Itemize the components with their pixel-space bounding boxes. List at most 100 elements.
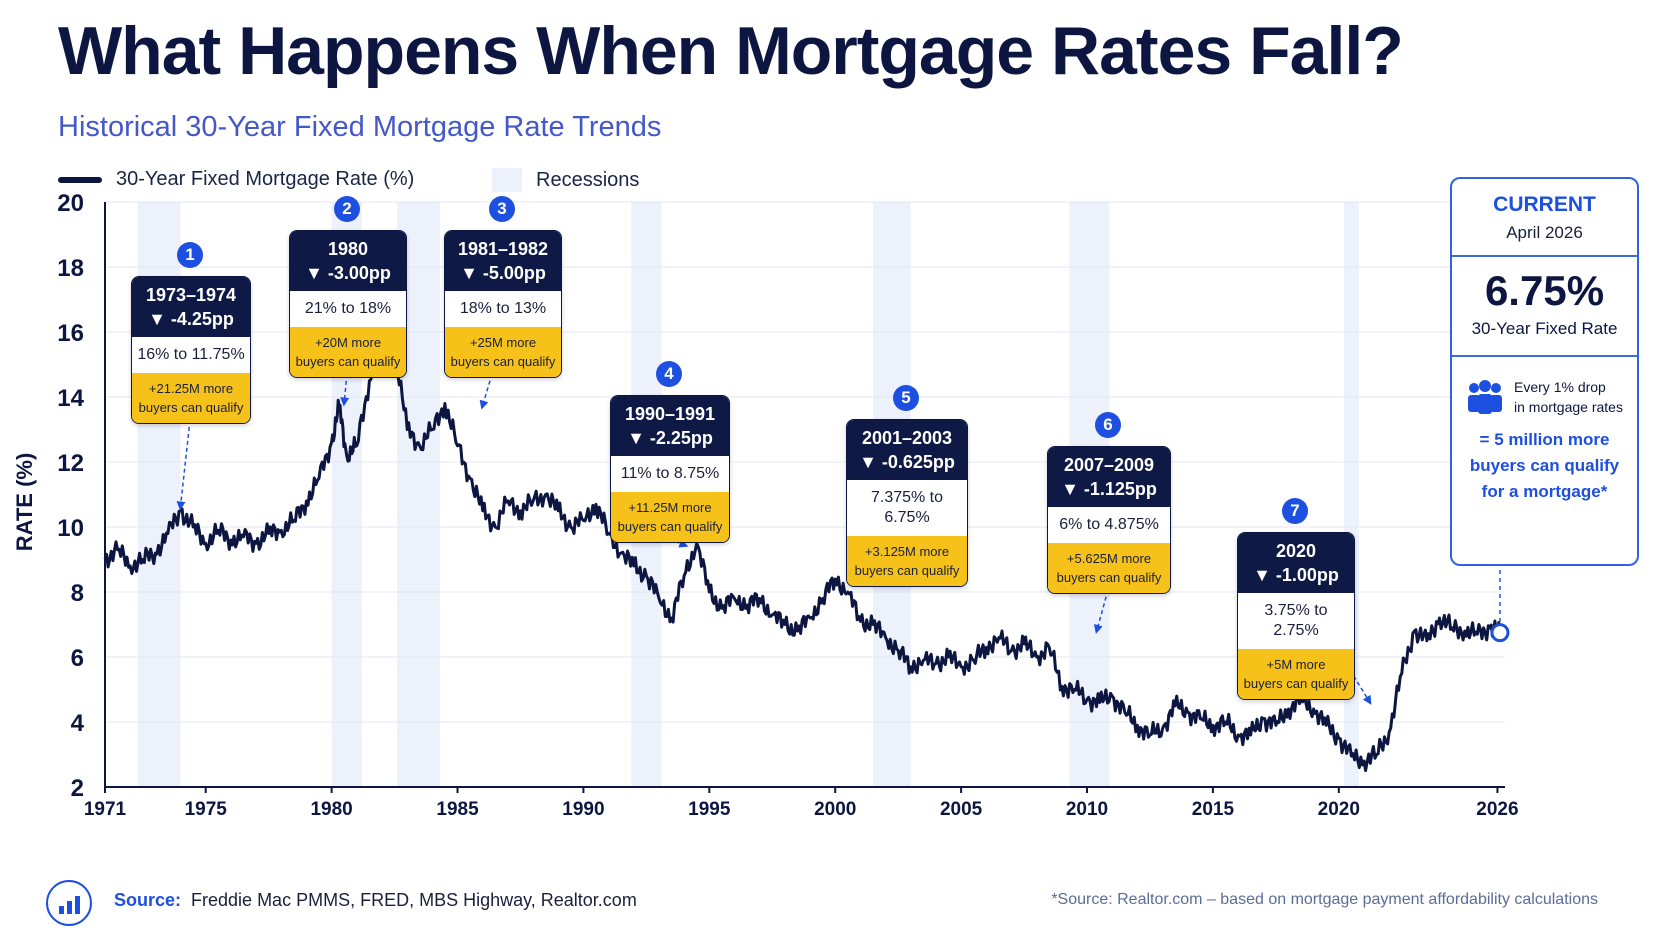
people-icon — [1468, 380, 1503, 414]
chart-logo-icon — [46, 880, 92, 926]
callout-range: 16% to 11.75% — [132, 337, 250, 373]
legend-line-label: 30-Year Fixed Mortgage Rate (%) — [116, 168, 415, 190]
y-tick-label: 2 — [71, 775, 84, 802]
current-note-line2: in mortgage rates — [1514, 399, 1623, 415]
legend-recession-swatch — [492, 168, 522, 192]
callout-header-text: 2020 — [1275, 541, 1317, 561]
y-tick-label: 12 — [57, 450, 84, 477]
callout-impact: +11.25M more buyers can qualify — [611, 492, 729, 542]
callout-impact: +21.25M more buyers can qualify — [132, 373, 250, 423]
callout-range: 7.375% to 6.75% — [847, 480, 967, 536]
callout-header: 1981–1982 ▼ -5.00pp — [445, 231, 561, 291]
source-text: Freddie Mac PMMS, FRED, MBS Highway, Rea… — [191, 890, 637, 910]
x-tick-label: 2020 — [1318, 799, 1360, 820]
callout-impact-text: buyers can qualify — [617, 519, 723, 534]
callout-impact-text: +11.25M more — [628, 500, 712, 515]
x-tick-label: 2005 — [940, 799, 983, 820]
x-tick-label: 1980 — [310, 799, 352, 820]
callout-impact-text: buyers can qualify — [1243, 676, 1349, 691]
callout-header-text: ▼ -4.25pp — [148, 309, 234, 329]
callout-header: 1990–1991 ▼ -2.25pp — [611, 396, 729, 456]
callout-3: 1981–1982 ▼ -5.00pp 18% to 13% +25M more buy… — [444, 230, 562, 378]
current-emphasis-line1: = 5 million more — [1479, 430, 1610, 449]
callout-header-text: ▼ -1.125pp — [1061, 479, 1157, 499]
callout-header-text: ▼ -1.00pp — [1253, 565, 1339, 585]
callout-impact-text: +20M more — [314, 335, 382, 350]
callout-header: 1980 ▼ -3.00pp — [290, 231, 406, 291]
y-tick-label: 10 — [57, 515, 84, 542]
annotation-arrow-2 — [340, 373, 350, 407]
current-divider-2 — [1452, 355, 1637, 357]
current-note-text: Every 1% drop in mortgage rates — [1514, 377, 1623, 417]
callout-impact: +20M more buyers can qualify — [290, 327, 406, 377]
x-tick-label: 2010 — [1066, 799, 1108, 820]
callout-range-text: 21% to 18% — [304, 300, 392, 317]
callout-1: 1973–1974 ▼ -4.25pp 16% to 11.75% +21.25M m… — [131, 276, 251, 424]
x-tick-label: 2015 — [1192, 799, 1235, 820]
callout-range: 21% to 18% — [290, 291, 406, 327]
x-tick-label: 1975 — [185, 799, 228, 820]
annotation-arrow-3 — [479, 373, 493, 410]
current-note: Every 1% drop in mortgage rates — [1452, 377, 1637, 417]
callout-range-text: 7.375% to 6.75% — [870, 489, 944, 526]
callout-impact: +25M more buyers can qualify — [445, 327, 561, 377]
callout-number-badge: 3 — [489, 196, 515, 222]
callout-impact-text: buyers can qualify — [295, 354, 401, 369]
current-divider — [1452, 255, 1637, 257]
current-note-line1: Every 1% drop — [1514, 379, 1606, 395]
legend-recession-label: Recessions — [536, 168, 640, 191]
callout-impact-text: buyers can qualify — [854, 563, 960, 578]
legend-recessions: Recessions — [492, 168, 639, 192]
current-rate-box: CURRENT April 2026 6.75% 30-Year Fixed R… — [1450, 177, 1639, 566]
callout-header-text: 1990–1991 — [624, 404, 716, 424]
callout-impact-text: +3.125M more — [864, 544, 950, 559]
current-title: CURRENT — [1493, 193, 1596, 216]
callout-header-text: 1981–1982 — [457, 239, 549, 259]
callout-range-text: 6% to 4.875% — [1059, 516, 1159, 533]
callout-header-text: 2007–2009 — [1063, 455, 1155, 475]
y-tick-label: 4 — [71, 710, 85, 737]
callout-impact-text: +5.625M more — [1066, 551, 1152, 566]
callout-number-badge: 7 — [1282, 498, 1308, 524]
callout-header: 2001–2003 ▼ -0.625pp — [847, 420, 967, 480]
callout-range-text: 3.75% to 2.75% — [1264, 602, 1328, 639]
callout-impact-text: +21.25M more — [148, 381, 234, 396]
chart-title: What Happens When Mortgage Rates Fall? — [58, 13, 1404, 89]
callout-impact-text: buyers can qualify — [450, 354, 556, 369]
callout-2: 1980 ▼ -3.00pp 21% to 18% +20M more buyers c… — [289, 230, 407, 378]
rate-series — [103, 300, 1510, 772]
annotation-arrow-7 — [1349, 669, 1372, 705]
y-tick-label: 6 — [71, 645, 84, 672]
current-date: April 2026 — [1506, 223, 1583, 242]
callout-header-text: ▼ -5.00pp — [460, 263, 546, 283]
callout-range: 6% to 4.875% — [1048, 507, 1170, 543]
source-label: Source: — [114, 890, 182, 910]
callout-header-text: ▼ -2.25pp — [627, 428, 713, 448]
current-emphasis-line3: for a mortgage* — [1481, 482, 1608, 501]
callout-impact-text: +5M more — [1266, 657, 1326, 672]
callout-6: 2007–2009 ▼ -1.125pp 6% to 4.875% +5.625M m… — [1047, 446, 1171, 594]
callout-number-badge: 1 — [177, 242, 203, 268]
callout-header: 1973–1974 ▼ -4.25pp — [132, 277, 250, 337]
chart-subtitle: Historical 30-Year Fixed Mortgage Rate T… — [58, 111, 662, 143]
callout-range: 11% to 8.75% — [611, 456, 729, 492]
callout-number-badge: 6 — [1095, 412, 1121, 438]
callout-header-text: 1973–1974 — [145, 285, 237, 305]
y-axis-label: RATE (%) — [12, 453, 37, 552]
grid-lines — [105, 201, 1505, 723]
source-line: Source: Freddie Mac PMMS, FRED, MBS Highw… — [114, 890, 637, 911]
legend-line-swatch — [58, 176, 102, 183]
callout-range-text: 11% to 8.75% — [620, 465, 720, 482]
y-tick-label: 20 — [57, 190, 84, 217]
x-tick-label: 1990 — [562, 799, 604, 820]
current-rate-label: 30-Year Fixed Rate — [1471, 319, 1618, 338]
callout-5: 2001–2003 ▼ -0.625pp 7.375% to 6.75% +3.125… — [846, 419, 968, 587]
current-emphasis-line2: buyers can qualify — [1469, 456, 1620, 475]
callout-impact-text: buyers can qualify — [1056, 570, 1162, 585]
y-tick-label: 16 — [57, 320, 84, 347]
callout-header: 2007–2009 ▼ -1.125pp — [1048, 447, 1170, 507]
callout-header-text: 1980 — [327, 239, 369, 259]
callout-range: 3.75% to 2.75% — [1238, 593, 1354, 649]
